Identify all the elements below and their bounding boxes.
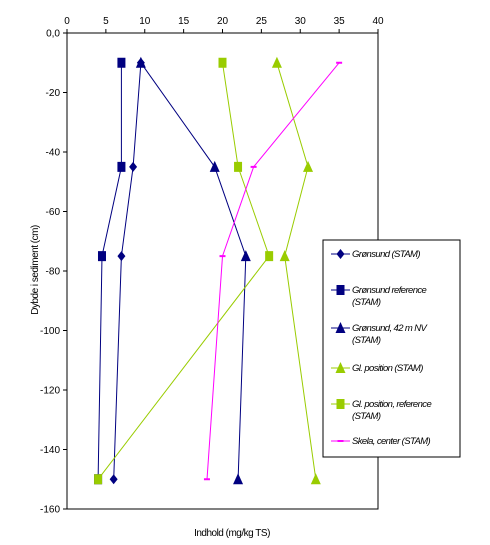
- data-point: [240, 250, 251, 262]
- series-line: [113, 62, 142, 480]
- legend-symbol: [331, 399, 350, 409]
- legend-item: Grønsund reference (STAM): [331, 285, 427, 308]
- legend-item: Grønsund, 42 m NV (STAM): [331, 322, 429, 346]
- x-tick-label: 15: [178, 16, 190, 27]
- y-tick-label: -140: [40, 445, 60, 456]
- series-4: [271, 56, 321, 485]
- legend-item: Gl. position, reference (STAM): [331, 399, 432, 422]
- data-point: [233, 473, 244, 485]
- legend-box: [322, 239, 461, 458]
- data-point: [310, 473, 321, 485]
- x-tick-label: 10: [139, 16, 151, 27]
- legend-item: Gl. position (STAM): [331, 362, 424, 374]
- data-point: [218, 57, 227, 68]
- x-tick-label: 5: [103, 16, 109, 27]
- legend-label: Skela, center (STAM): [352, 436, 431, 447]
- legend-marker: [336, 249, 345, 259]
- series-line: [140, 62, 247, 480]
- y-tick-label: -80: [46, 267, 61, 278]
- x-tick-label: 20: [217, 16, 229, 27]
- legend-marker: [336, 399, 345, 409]
- legend-symbol: [331, 285, 350, 295]
- series-line: [97, 62, 270, 480]
- x-tick-label: 25: [256, 16, 268, 27]
- x-axis-label: Indhold (mg/kg TS): [194, 528, 270, 539]
- data-point: [129, 161, 138, 172]
- y-tick-label: 0,0: [46, 29, 60, 40]
- x-axis-ticks: 0 5 10 15 20 25 30 35 40: [64, 16, 384, 33]
- data-point: [117, 161, 126, 172]
- series-3: [135, 56, 251, 485]
- y-tick-label: -40: [46, 148, 61, 159]
- legend-symbol: [331, 362, 350, 373]
- y-tick-label: -20: [46, 88, 61, 99]
- data-point: [117, 57, 126, 68]
- legend-label: Gl. position, reference (STAM): [352, 399, 431, 422]
- data-point: [135, 56, 146, 68]
- x-tick-label: 35: [334, 16, 346, 27]
- data-point: [109, 474, 118, 485]
- y-tick-label: -120: [40, 386, 60, 397]
- series-5: [94, 57, 274, 485]
- legend: Grønsund (STAM) Grønsund reference (STAM) G…: [322, 239, 461, 458]
- legend-marker: [336, 285, 345, 295]
- data-point: [279, 250, 290, 262]
- x-tick-label: 30: [295, 16, 307, 27]
- data-point: [97, 251, 106, 262]
- legend-marker: [335, 362, 346, 373]
- data-point: [209, 160, 220, 172]
- legend-symbol: [331, 322, 350, 333]
- legend-marker: [335, 322, 346, 333]
- series-line: [276, 62, 317, 480]
- y-tick-label: -60: [46, 207, 61, 218]
- x-tick-label: 0: [64, 16, 70, 27]
- y-axis-ticks: 0,0 -20 -40 -60 -80 -100 -120 -140 -160: [40, 29, 67, 516]
- y-tick-label: -100: [40, 326, 60, 337]
- series-6: [203, 61, 343, 481]
- legend-item: Skela, center (STAM): [331, 436, 431, 447]
- legend-label: Grønsund (STAM): [352, 249, 420, 260]
- data-point: [117, 251, 126, 262]
- series-line: [97, 62, 122, 480]
- series-layer: [94, 56, 343, 485]
- x-tick-label: 40: [372, 16, 384, 27]
- legend-label: Gl. position (STAM): [352, 363, 423, 374]
- legend-label: Grønsund reference (STAM): [352, 285, 427, 308]
- data-point: [265, 251, 274, 262]
- y-axis-label: Dybde i sediment (cm): [30, 225, 41, 315]
- data-point: [94, 474, 103, 485]
- data-point: [303, 160, 314, 172]
- y-tick-label: -160: [40, 505, 60, 516]
- legend-label: Grønsund, 42 m NV (STAM): [352, 323, 429, 346]
- data-point: [271, 56, 282, 68]
- data-point: [234, 161, 243, 172]
- legend-symbol: [331, 249, 350, 259]
- legend-item: Grønsund (STAM): [331, 249, 421, 260]
- series-line: [206, 62, 340, 480]
